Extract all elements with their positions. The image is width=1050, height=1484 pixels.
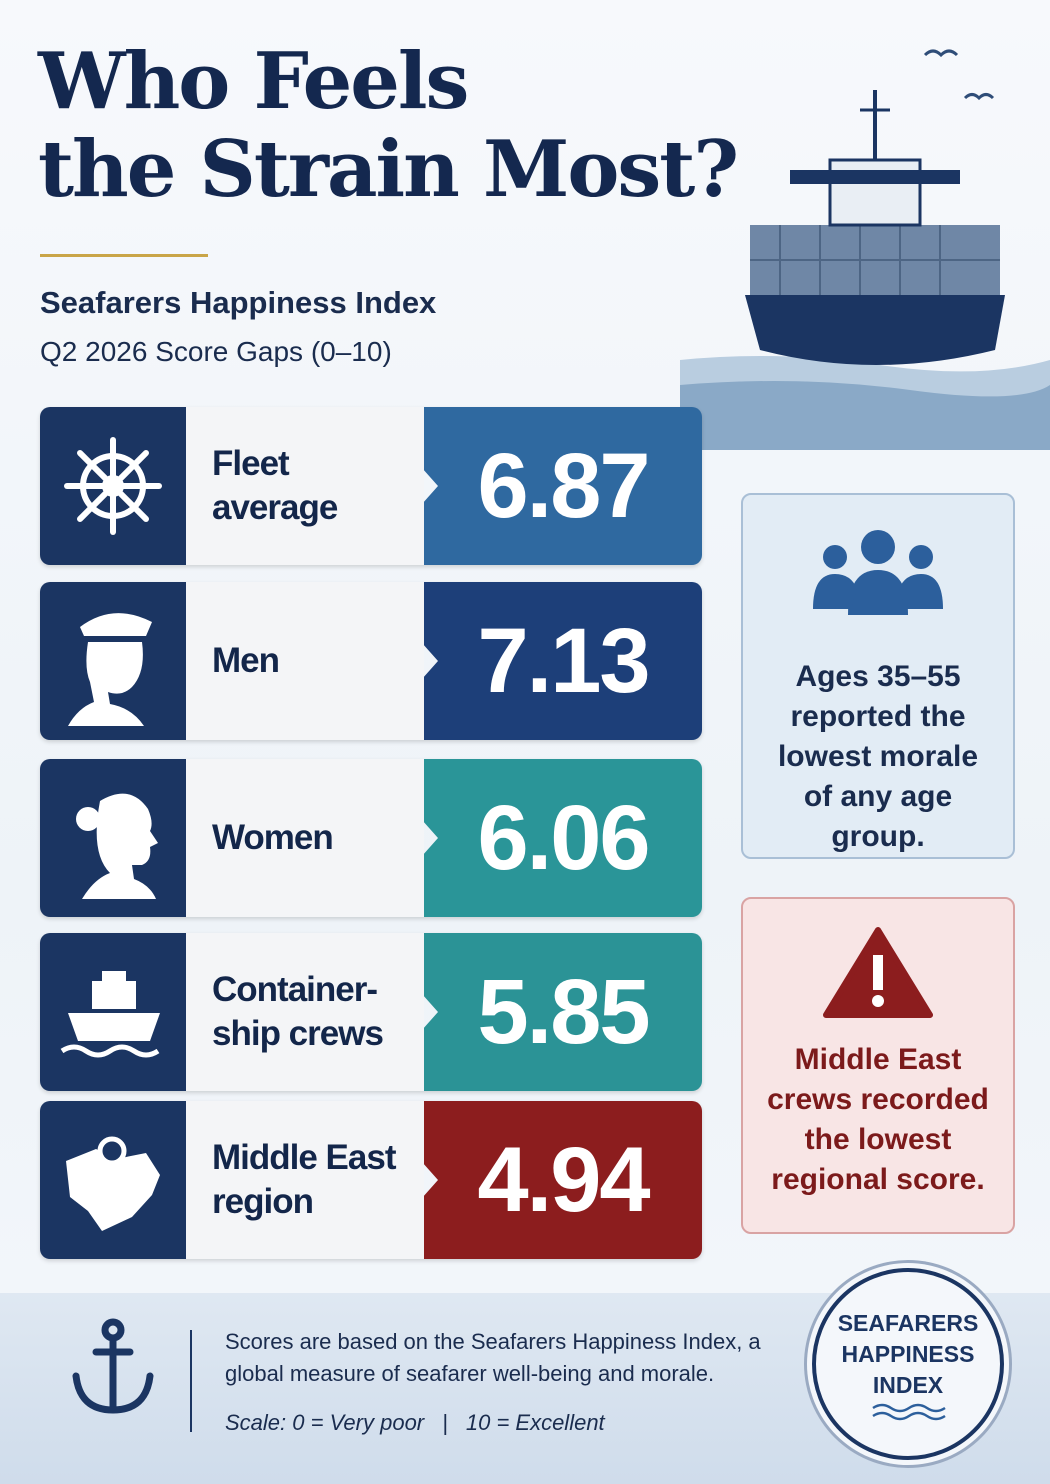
- row-value: 4.94: [424, 1101, 702, 1259]
- row-icon: [40, 582, 186, 740]
- people-icon: [813, 530, 943, 615]
- row-label: Fleet average: [212, 444, 338, 527]
- row-label-cell: Container-ship crews: [186, 933, 424, 1091]
- anchor-icon: [72, 1318, 154, 1414]
- row-label: Women: [212, 818, 334, 857]
- scale-high: 10 = Excellent: [465, 1410, 605, 1435]
- row-label-cell: Middle East region: [186, 1101, 424, 1259]
- ship-illustration: [680, 49, 1050, 450]
- callout: Middle East crews recorded the lowest re…: [741, 897, 1015, 1234]
- callout: Ages 35–55 reported the lowest morale of…: [741, 493, 1015, 859]
- scale-low: Scale: 0 = Very poor: [225, 1410, 425, 1435]
- badge: SEAFARERS HAPPINESS INDEX: [812, 1268, 1004, 1460]
- subtitle: Seafarers Happiness Index: [40, 285, 437, 320]
- row-label: Middle East region: [212, 1138, 396, 1221]
- row-value: 6.06: [424, 759, 702, 917]
- row-icon: [40, 759, 186, 917]
- row-value: 5.85: [424, 933, 702, 1091]
- row-label: Men: [212, 641, 280, 680]
- row-icon: [40, 407, 186, 565]
- row-value: 6.87: [424, 407, 702, 565]
- scale: Scale: 0 = Very poor | 10 = Excellent: [225, 1410, 605, 1436]
- divider: [40, 254, 208, 257]
- callout-text: Middle East crews recorded the lowest re…: [767, 1043, 989, 1196]
- badge-line: INDEX: [872, 1371, 944, 1398]
- title: Who Feels the Strain Most?: [38, 36, 739, 215]
- row-icon: [40, 933, 186, 1091]
- scale-separator: |: [442, 1410, 448, 1435]
- title-line: Who Feels: [38, 36, 469, 127]
- score-row: Fleet average 6.87: [40, 407, 702, 565]
- footer-note: Scores are based on the Seafarers Happin…: [225, 1329, 761, 1386]
- row-label-cell: Men: [186, 582, 424, 740]
- score-row: Men 7.13: [40, 582, 702, 740]
- warning-icon: [823, 927, 933, 1018]
- title-line: the Strain Most?: [38, 124, 739, 215]
- row-value: 7.13: [424, 582, 702, 740]
- row-label-cell: Women: [186, 759, 424, 917]
- row-label: Container-ship crews: [212, 970, 384, 1053]
- score-row: Middle East region 4.94: [40, 1101, 702, 1259]
- separator: [190, 1330, 192, 1432]
- row-label-cell: Fleet average: [186, 407, 424, 565]
- callout-text: Ages 35–55 reported the lowest morale of…: [777, 660, 979, 853]
- period: Q2 2026 Score Gaps (0–10): [40, 336, 392, 367]
- score-row: Women 6.06: [40, 759, 702, 917]
- row-icon: [40, 1101, 186, 1259]
- score-row: Container-ship crews 5.85: [40, 933, 702, 1091]
- badge-waves: [872, 1403, 946, 1420]
- badge-line: HAPPINESS: [841, 1340, 975, 1367]
- badge-line: SEAFARERS: [837, 1309, 979, 1336]
